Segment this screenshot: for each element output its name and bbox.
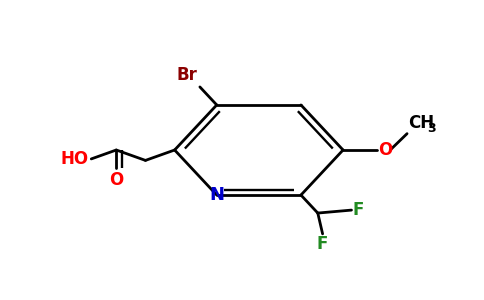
Text: N: N [209,186,224,204]
Text: F: F [353,201,364,219]
Text: 3: 3 [427,122,436,135]
Text: HO: HO [61,150,89,168]
Text: O: O [109,171,123,189]
Text: O: O [378,141,392,159]
Text: CH: CH [408,114,435,132]
Text: F: F [317,236,328,253]
Text: Br: Br [177,66,197,84]
